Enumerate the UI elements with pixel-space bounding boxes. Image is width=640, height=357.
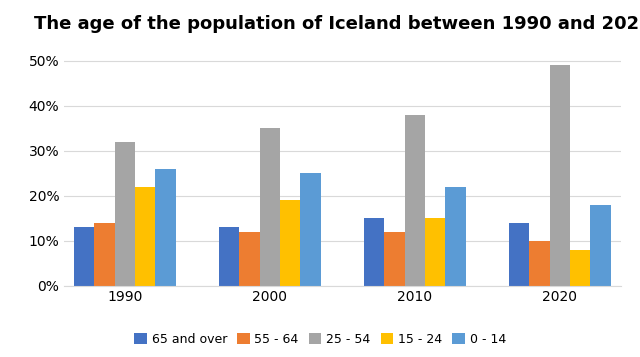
Bar [550,65,570,286]
Bar [239,232,260,286]
Bar [509,223,529,286]
Bar [280,200,300,286]
Bar [425,218,445,286]
Bar [260,128,280,286]
Bar [385,232,404,286]
Bar [219,227,239,286]
Bar [115,142,135,286]
Bar [590,205,611,286]
Bar [445,187,466,286]
Bar [300,173,321,286]
Bar [135,187,156,286]
Bar [364,218,385,286]
Bar [404,115,425,286]
Bar [156,169,175,286]
Legend: 65 and over, 55 - 64, 25 - 54, 15 - 24, 0 - 14: 65 and over, 55 - 64, 25 - 54, 15 - 24, … [129,328,511,351]
Bar [74,227,95,286]
Bar [529,241,550,286]
Bar [95,223,115,286]
Bar [570,250,590,286]
Title: The age of the population of Iceland between 1990 and 2020: The age of the population of Iceland bet… [33,15,640,33]
